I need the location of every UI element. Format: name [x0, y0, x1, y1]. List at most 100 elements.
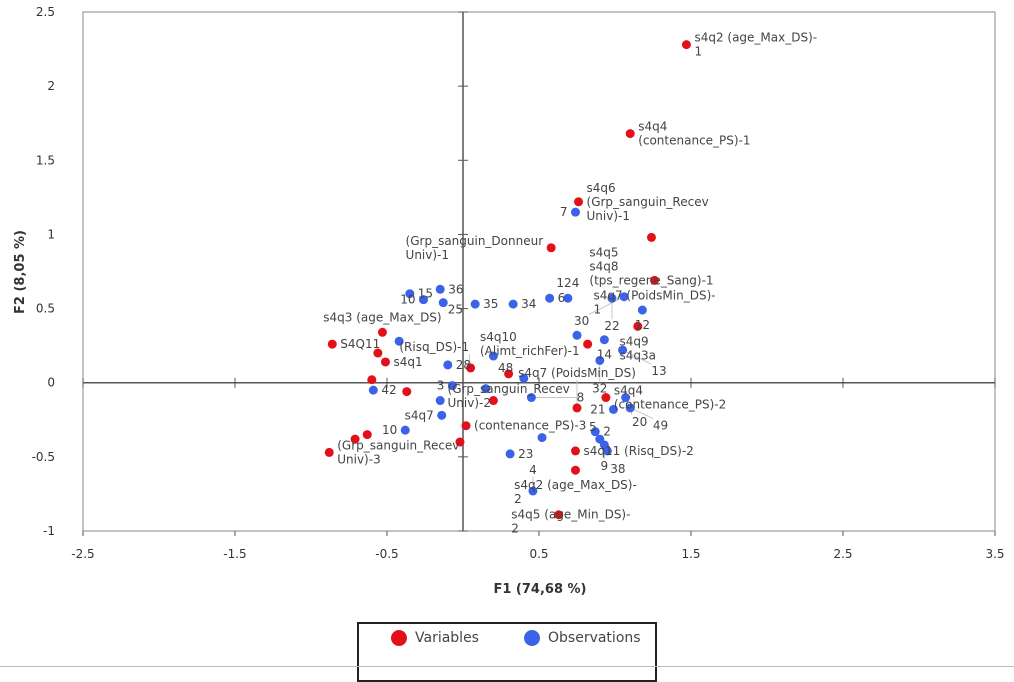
variables-point-label: s4q2 (age_Max_DS)-	[694, 31, 817, 45]
variables-point-label: (tps_regene_Sang)-1	[589, 273, 713, 287]
observations-point-label: s4q7	[405, 408, 434, 422]
variables-point-label: s4q3 (age_Max_DS)	[323, 310, 441, 324]
observations-point	[602, 446, 612, 456]
variables-point-label: (Grp_sanguin_Donneur	[406, 234, 544, 248]
observations-point-label: 7	[560, 205, 568, 219]
variables-point	[625, 129, 635, 139]
observations-point	[625, 403, 635, 413]
observations-point-label: 38	[610, 462, 625, 476]
x-tick-label: -0.5	[375, 547, 398, 561]
variables-point	[583, 339, 593, 349]
observations-point	[418, 295, 428, 305]
variables-point-label: (Alimt_richFer)-1	[480, 344, 580, 358]
variables-point-label: s4q9	[620, 334, 649, 348]
legend: Variables Observations	[357, 622, 657, 682]
observations-point-label: 23	[518, 447, 533, 461]
observations-point	[637, 305, 647, 315]
observations-label-leader	[622, 349, 652, 365]
observations-point-label: 3	[437, 379, 445, 393]
observations-label-leader	[589, 296, 625, 315]
observations-point-label: 12	[635, 318, 650, 332]
observations-point	[447, 381, 457, 391]
variables-point	[646, 232, 656, 242]
observations-point-label: 13	[651, 364, 666, 378]
observations-point	[481, 384, 491, 394]
observations-point	[526, 393, 536, 403]
variables-point	[373, 348, 383, 358]
observations-point-label: 36	[448, 282, 463, 296]
variables-point	[362, 430, 372, 440]
variables-point	[327, 339, 337, 349]
y-tick-label: -1	[43, 524, 55, 538]
variables-point	[572, 403, 582, 413]
variables-point	[461, 421, 471, 431]
variables-point-label: Univ)-3	[337, 452, 380, 466]
variables-point-label: s4q8	[589, 259, 618, 273]
variables-point	[633, 321, 643, 331]
observations-point	[618, 345, 628, 355]
observations-point	[435, 284, 445, 294]
observations-point-label: 8	[577, 391, 585, 405]
observations-point	[545, 293, 555, 303]
observations-point-label: 5	[589, 420, 597, 434]
observations-point-label: 10	[400, 293, 415, 307]
legend-item-variables: Variables	[391, 630, 479, 646]
observations-point-label: 10	[382, 423, 397, 437]
observations-point	[368, 385, 378, 395]
variables-point-label: s4q7 (PoidsMin_DS)	[518, 366, 636, 380]
observations-point	[470, 299, 480, 309]
observations-point	[537, 433, 547, 443]
observations-point	[519, 373, 529, 383]
plot-frame	[82, 11, 996, 532]
y-tick-label: -0.5	[32, 450, 55, 464]
observations-point-label: 42	[381, 383, 396, 397]
variables-point-label: (Grp_sanguin_Recev	[448, 382, 570, 396]
observations-point-label: 20	[632, 415, 647, 429]
observations-point	[400, 425, 410, 435]
observations-point	[608, 404, 618, 414]
variables-point-label: s4q5 (age_Min_DS)-	[511, 508, 630, 522]
variables-point-label: s4q4	[638, 120, 667, 134]
observations-point	[599, 335, 609, 345]
observations-point-label: 2	[603, 425, 611, 439]
variables-point-label: (Risq_DS)-1	[399, 340, 469, 354]
observations-point-label: 28	[456, 358, 471, 372]
variables-point	[402, 387, 412, 397]
x-tick-label: -2.5	[71, 547, 94, 561]
observations-point	[607, 293, 617, 303]
variables-point-label: 1	[694, 45, 702, 59]
observations-point	[621, 393, 631, 403]
variables-point-label: s4q11 (Risq_DS)-2	[583, 444, 693, 458]
variables-point-label: (Grp_sanguin_Recev	[587, 195, 709, 209]
variables-point-label: (contenance_PS)-2	[614, 398, 726, 412]
observations-point-label: 6	[558, 291, 566, 305]
x-axis-title: F1 (74,68 %)	[493, 582, 586, 597]
variables-point	[681, 40, 691, 50]
observations-point-label: 30	[574, 314, 589, 328]
x-tick-label: 3.5	[985, 547, 1004, 561]
legend-label-observations: Observations	[548, 630, 641, 646]
observations-point-label: 48	[498, 361, 513, 375]
variables-point	[504, 369, 514, 379]
observations-point	[394, 336, 404, 346]
variables-point	[574, 197, 584, 207]
observations-point-label: 34	[521, 297, 536, 311]
variables-point-label: Univ)-1	[587, 209, 630, 223]
observations-point	[590, 427, 600, 437]
observations-point-label: 9	[601, 459, 609, 473]
variables-point-label: s4q3a	[620, 348, 657, 362]
variables-point-label: 1	[593, 302, 601, 316]
y-tick-label: 1	[47, 227, 55, 241]
x-tick-label: 1.5	[681, 547, 700, 561]
observations-point-label: 49	[653, 418, 668, 432]
observations-point	[488, 351, 498, 361]
variables-point	[350, 434, 360, 444]
observations-point-label: 35	[483, 297, 498, 311]
variables-point	[546, 243, 556, 253]
variables-point-label: s4q1	[393, 355, 422, 369]
variables-point	[570, 465, 580, 475]
y-tick-label: 0	[47, 376, 55, 390]
variables-point-label: s4q2 (age_Max_DS)-	[514, 478, 637, 492]
observations-point-label: 21	[590, 402, 605, 416]
variables-point	[650, 275, 660, 285]
